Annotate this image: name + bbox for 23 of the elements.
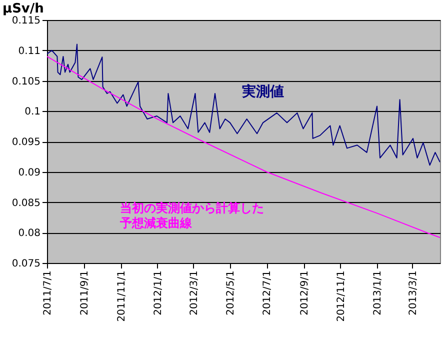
x-tick-label: 2012/9/1 <box>299 270 310 316</box>
x-tick-label: 2011/9/1 <box>80 270 91 316</box>
x-tick-label: 2011/11/1 <box>116 270 128 322</box>
y-tick-label: 0.1 <box>24 106 40 118</box>
y-tick-label: 0.08 <box>18 228 40 240</box>
y-tick-label: 0.09 <box>18 167 40 178</box>
series-label: 実測値 <box>242 83 284 100</box>
y-tick-label: 0.085 <box>12 198 40 209</box>
x-tick-label: 2013/3/1 <box>408 270 419 316</box>
x-tick-label: 2013/1/1 <box>372 270 384 316</box>
y-axis-title: μSv/h <box>2 2 44 16</box>
x-tick-label: 2012/1/1 <box>152 270 164 316</box>
y-tick-label: 0.11 <box>18 46 40 57</box>
x-tick-label: 2011/7/1 <box>42 270 54 316</box>
y-tick-label: 0.105 <box>12 76 40 88</box>
x-tick-label: 2012/5/1 <box>226 270 236 316</box>
y-tick-label: 0.075 <box>12 258 40 270</box>
x-tick-label: 2012/7/1 <box>262 270 274 316</box>
y-tick-label: 0.115 <box>12 16 40 26</box>
y-tick-label: 0.095 <box>12 137 40 148</box>
x-tick-label: 2012/11/1 <box>336 270 347 322</box>
text: 当初の実測値から計算した予想減衰曲線 <box>119 201 264 230</box>
x-tick-label: 2012/3/1 <box>188 270 200 316</box>
